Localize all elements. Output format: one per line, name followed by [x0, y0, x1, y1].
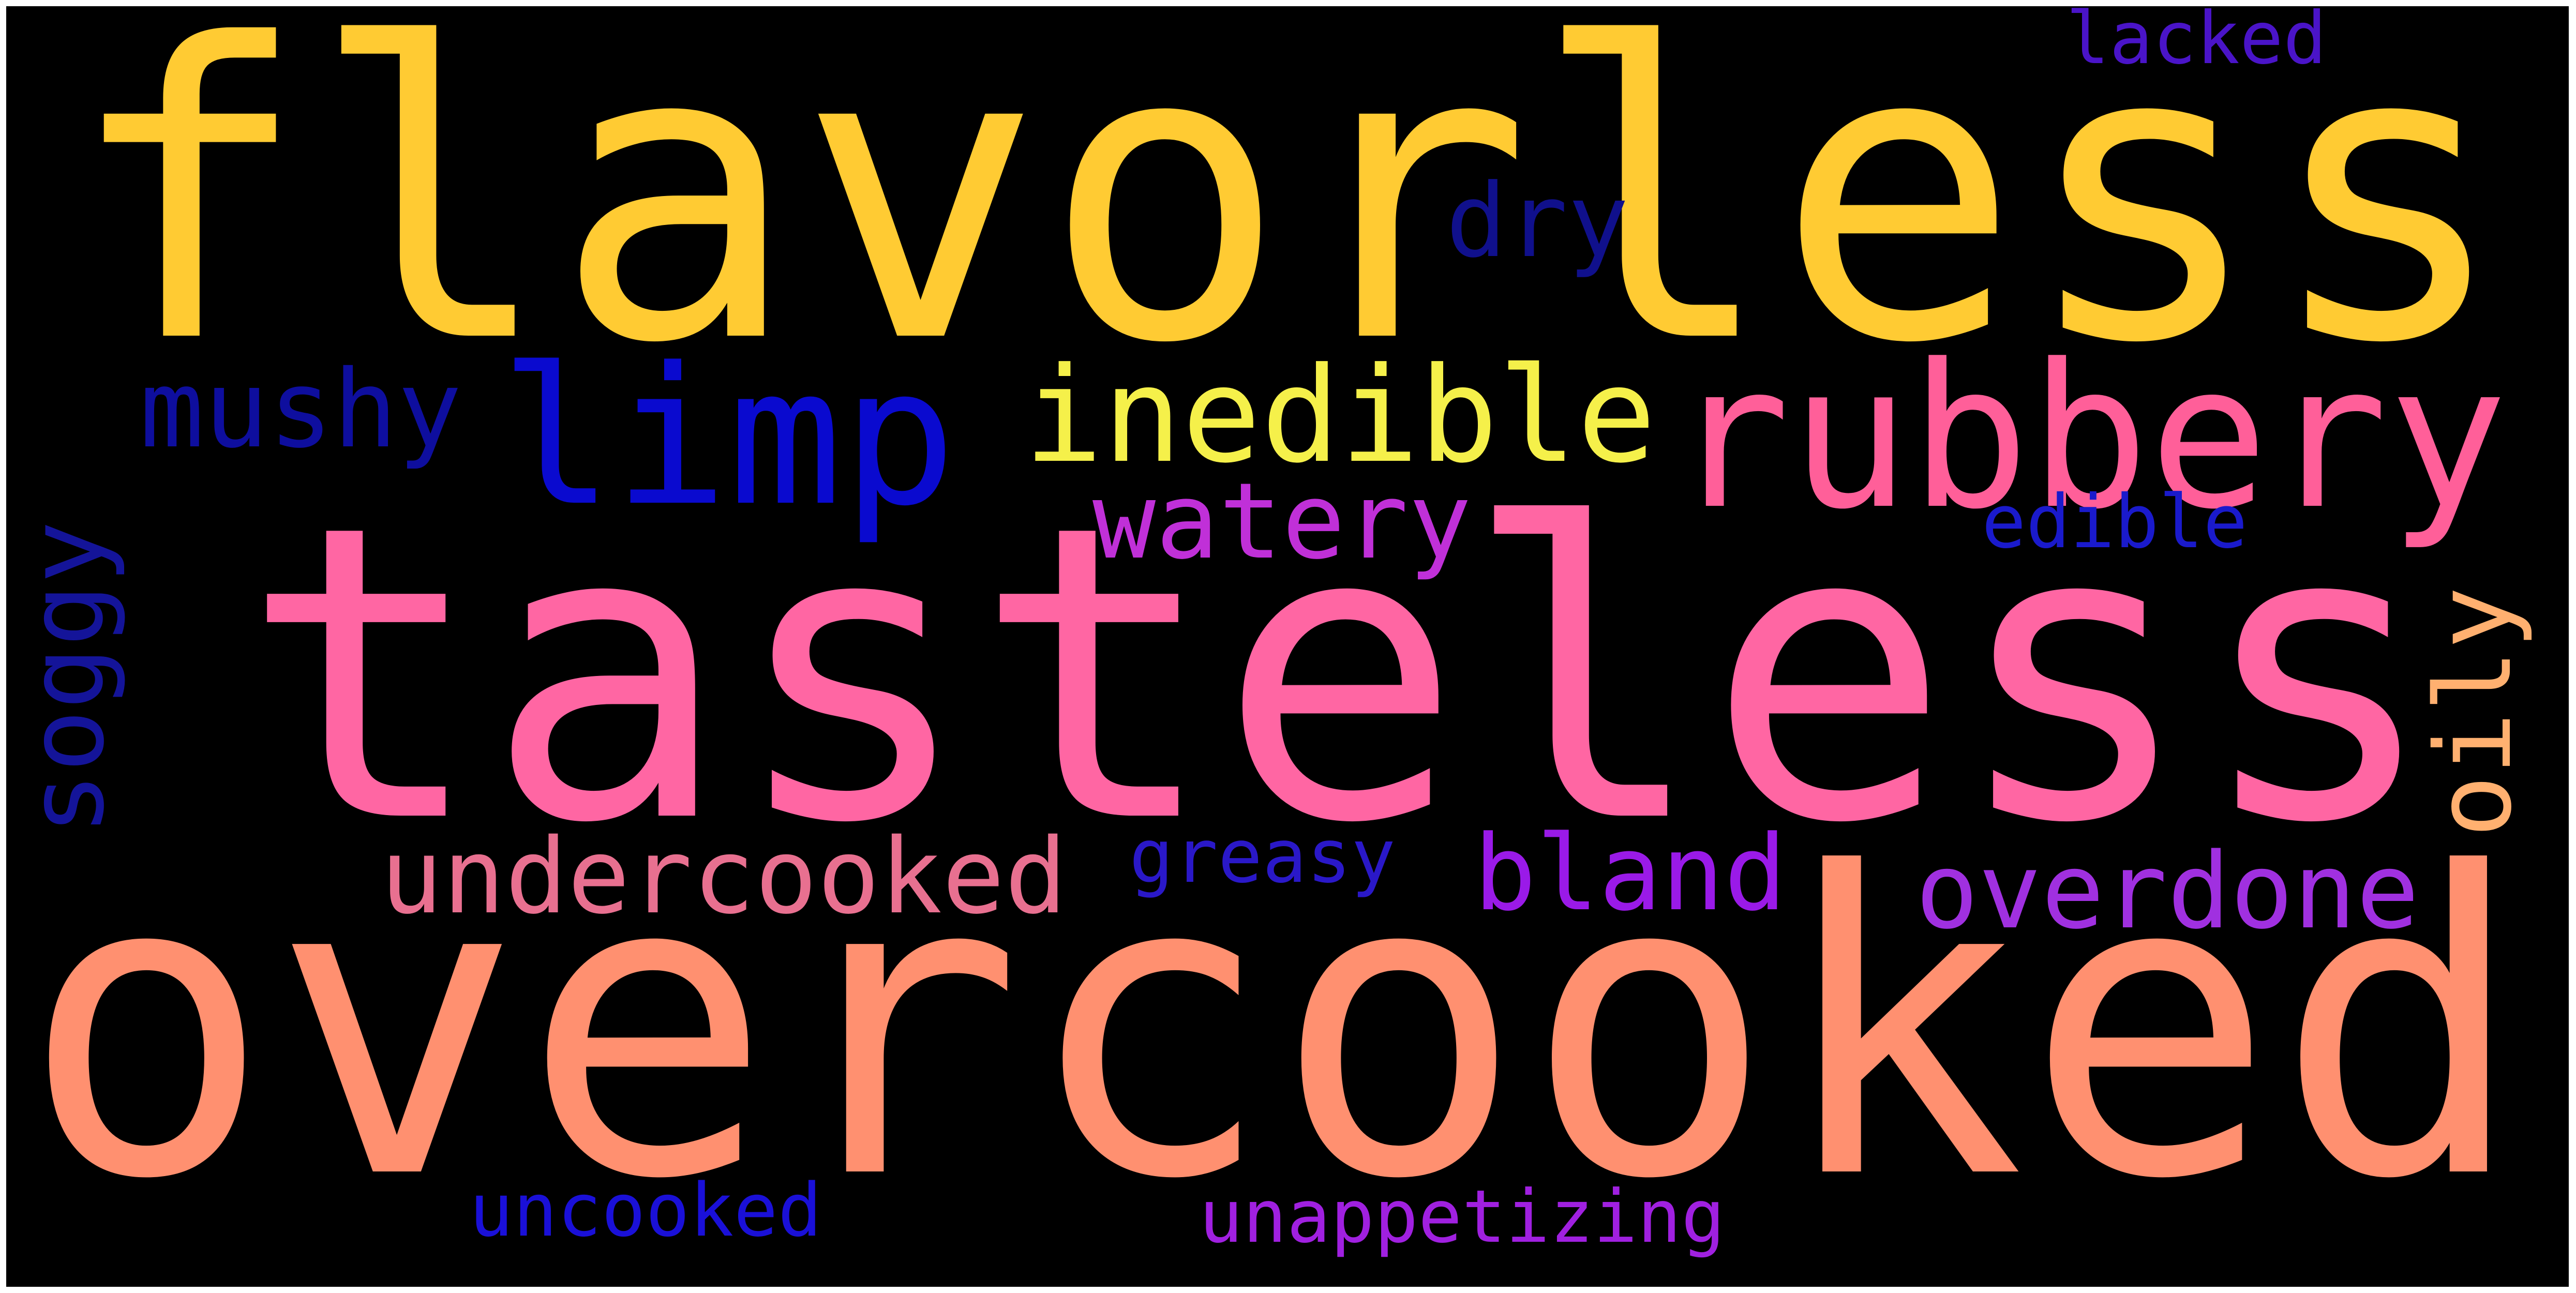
word-dry: dry — [1446, 162, 1629, 280]
word-unappetizing: unappetizing — [1199, 1175, 1725, 1260]
word-undercooked: undercooked — [380, 816, 1067, 937]
word-flavorless: flavorless — [65, 6, 2509, 432]
word-overcooked: overcooked — [21, 785, 2526, 1270]
word-rubbery: rubbery — [1671, 322, 2508, 553]
word-edible: edible — [1982, 479, 2248, 565]
word-soggy: soggy — [6, 521, 128, 835]
word-inedible: inedible — [1024, 339, 1656, 492]
word-oily: oily — [2413, 587, 2535, 838]
word-limp: limp — [500, 327, 956, 548]
word-mushy: mushy — [140, 347, 462, 472]
word-greasy: greasy — [1129, 813, 1396, 899]
word-tasteless: tasteless — [241, 439, 2439, 912]
word-uncooked: uncooked — [469, 1168, 822, 1254]
word-overdone: overdone — [1915, 830, 2419, 953]
word-lacked: lacked — [2066, 6, 2327, 80]
word-watery: watery — [1092, 460, 1472, 583]
word-cloud: flavorless tasteless overcooked limp rub… — [6, 6, 2569, 1287]
word-bland: bland — [1474, 813, 1787, 934]
